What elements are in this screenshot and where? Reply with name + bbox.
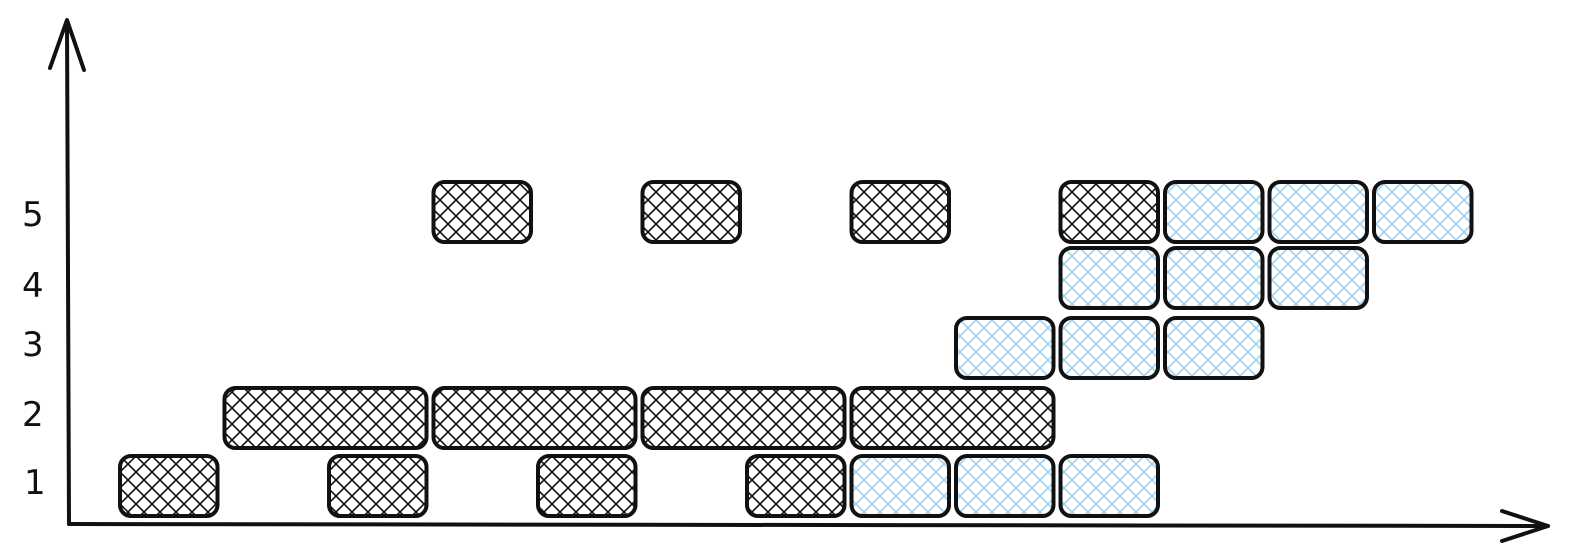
block-dark: [327, 454, 429, 518]
y-tick-label: 2: [22, 395, 44, 435]
block-blue: [1372, 180, 1474, 244]
block-dark: [640, 386, 847, 450]
block-blue: [1163, 316, 1265, 380]
block-dark: [1058, 180, 1160, 244]
block-blue: [1058, 246, 1160, 310]
block-dark: [745, 454, 847, 518]
block-dark: [431, 386, 638, 450]
block-blue: [1163, 246, 1265, 310]
y-tick-label: 1: [24, 463, 46, 503]
y-tick-labels: 1 2 3 4 5: [22, 195, 46, 503]
y-axis-arrowhead: [48, 18, 86, 72]
axes: [48, 18, 1550, 543]
block-dark: [431, 180, 533, 244]
block-blue: [1267, 180, 1369, 244]
y-tick-label: 5: [22, 195, 44, 235]
block-blue: [849, 454, 951, 518]
block-blue: [954, 316, 1056, 380]
x-axis-arrowhead: [1500, 509, 1550, 543]
block-blue: [1267, 246, 1369, 310]
blocks-layer: [118, 180, 1474, 518]
block-dark: [118, 454, 220, 518]
block-dark: [536, 454, 638, 518]
block-blue: [1163, 180, 1265, 244]
block-dark: [849, 180, 951, 244]
block-blue: [1058, 454, 1160, 518]
y-tick-label: 3: [22, 325, 44, 365]
y-axis-line: [65, 20, 71, 526]
x-axis-line: [67, 522, 1550, 528]
block-dark: [222, 386, 429, 450]
block-dark: [849, 386, 1056, 450]
block-blue: [954, 454, 1056, 518]
y-tick-label: 4: [22, 266, 44, 306]
block-dark: [640, 180, 742, 244]
block-blue: [1058, 316, 1160, 380]
